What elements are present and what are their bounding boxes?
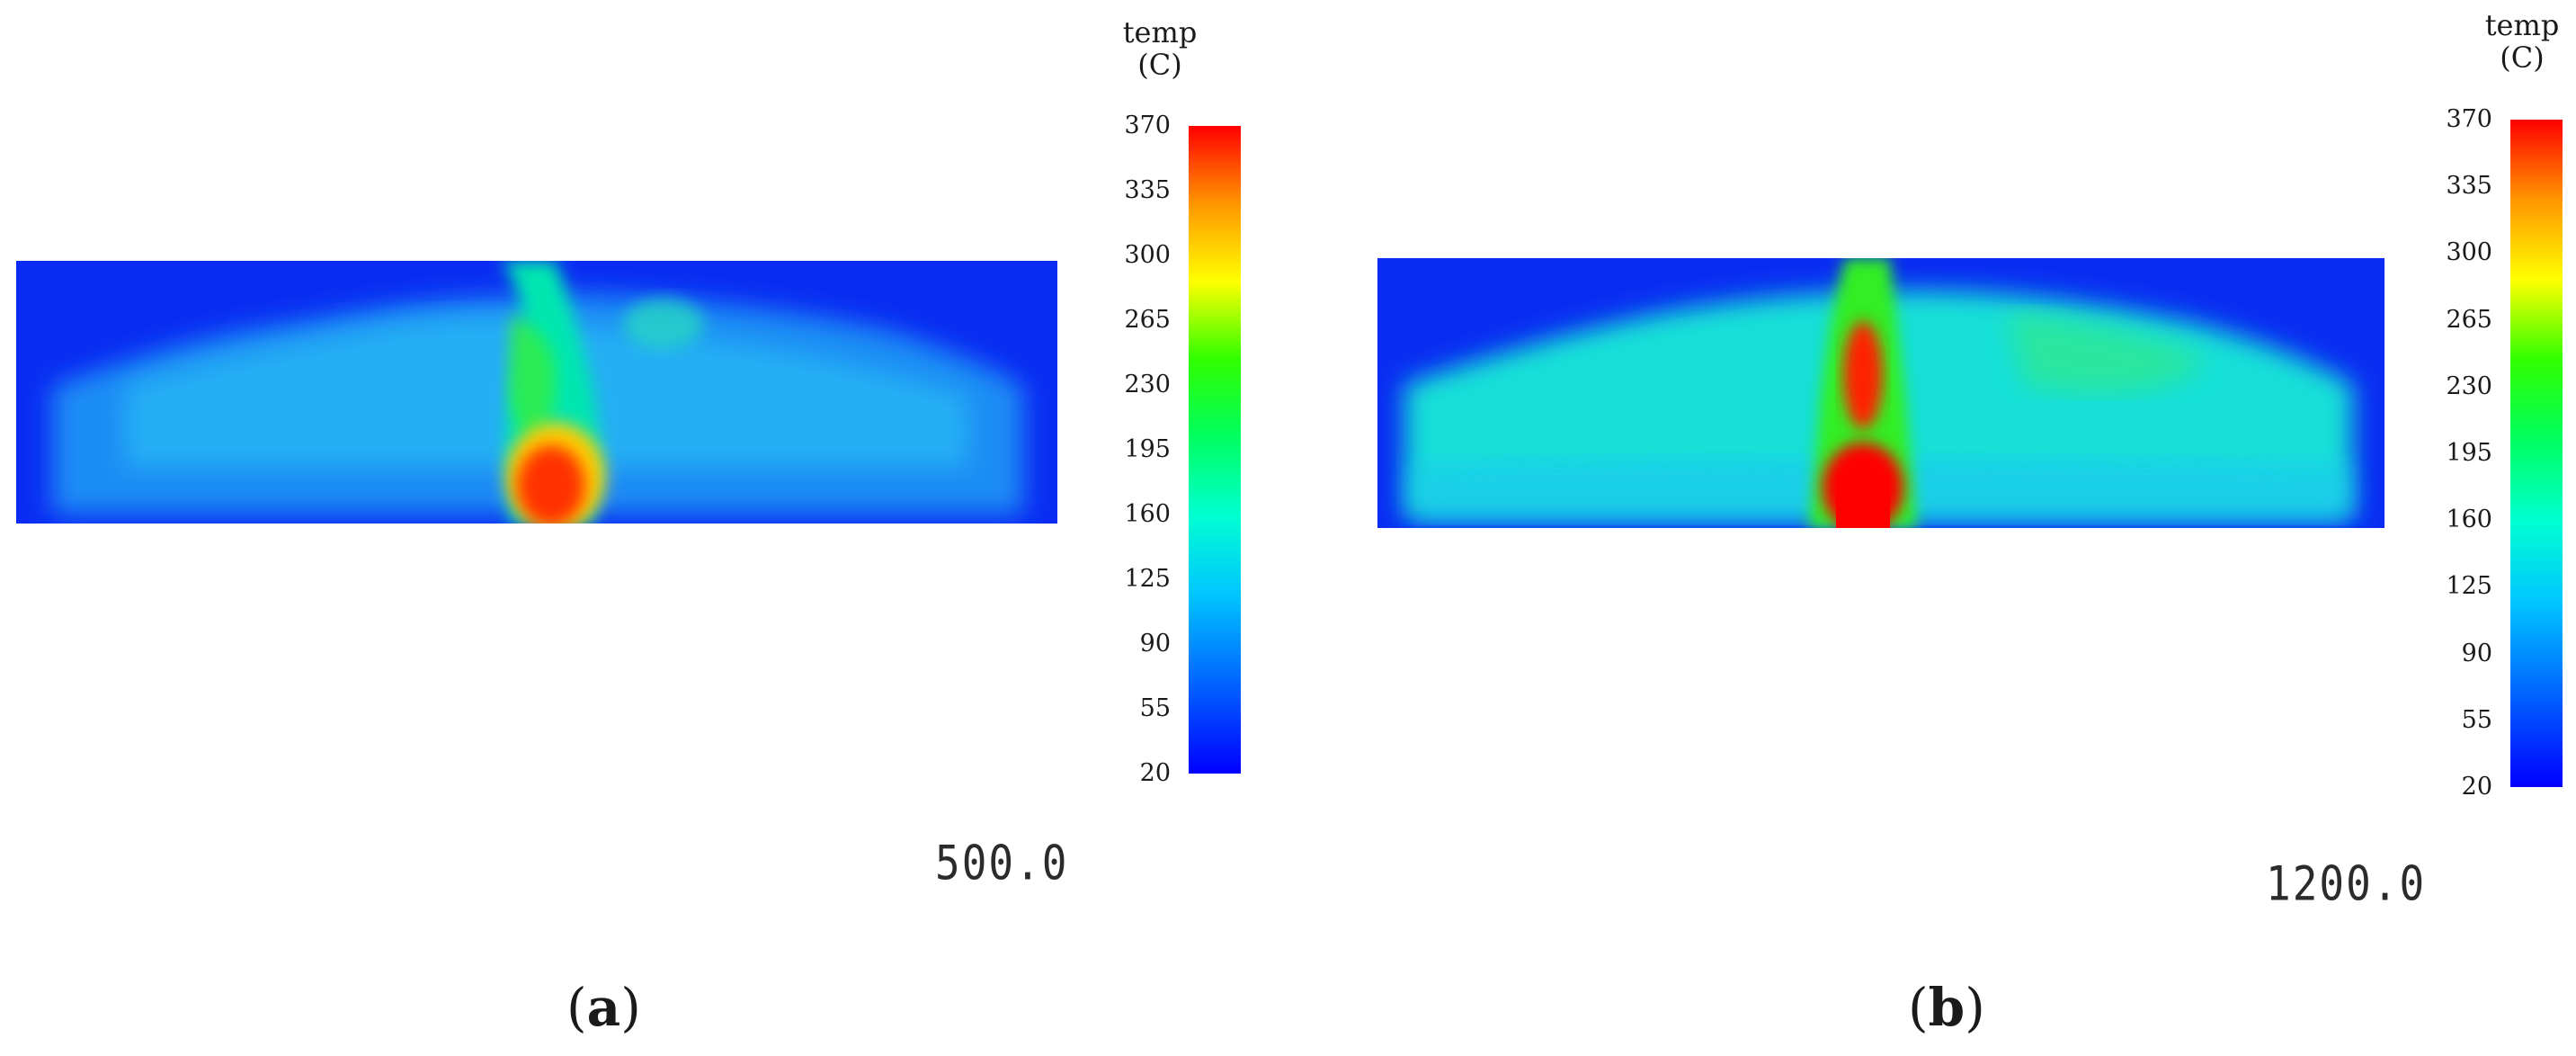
colorbar-tick-label: 20: [1139, 759, 1171, 787]
colorbar-tick-label: 230: [2446, 371, 2492, 400]
caption-letter: a: [586, 977, 621, 1038]
colorbar-tick-label: 160: [2446, 506, 2492, 534]
colorbar-tick-label: 195: [1124, 435, 1171, 463]
colorbar-tick-label: 300: [1124, 241, 1171, 269]
colorbar-title-line2: (C): [2500, 40, 2545, 75]
caption-b: (b): [1908, 977, 1985, 1038]
colorbar-title-line2: (C): [1137, 48, 1182, 82]
time-readout-b: 1200.0: [2266, 855, 2427, 912]
time-readout-a: 500.0: [935, 834, 1069, 891]
colorbar-tick-label: 90: [1139, 630, 1171, 658]
colorbar-tick-label: 370: [2446, 105, 2492, 133]
temperature-field-b: [1377, 258, 2384, 528]
colorbar-a: [1189, 126, 1241, 774]
colorbar-b: [2510, 120, 2563, 787]
colorbar-tick-label: 125: [2446, 572, 2492, 601]
colorbar-tick-label: 335: [2446, 172, 2492, 201]
colorbar-title-line1: temp: [1122, 15, 1198, 49]
caption-letter: b: [1928, 977, 1965, 1038]
colorbar-title-a: temp (C): [1119, 16, 1200, 81]
panel-b: temp (C) 370 335 300 265 230 195 160 125 90 55 20 …: [1288, 0, 2576, 1056]
colorbar-title-line1: temp: [2484, 8, 2560, 42]
colorbar-tick-label: 300: [2446, 238, 2492, 267]
colorbar-tick-label: 195: [2446, 439, 2492, 467]
colorbar-tick-label: 265: [1124, 306, 1171, 334]
colorbar-tick-label: 90: [2461, 639, 2492, 667]
panel-a: temp (C) 370 335 300 265 230 195 160 125 90 55 20 …: [0, 0, 1286, 1056]
colorbar-tick-label: 230: [1124, 371, 1171, 398]
colorbar-tick-label: 335: [1124, 176, 1171, 204]
colorbar-tick-label: 20: [2461, 773, 2492, 801]
temperature-field-a: [16, 261, 1057, 524]
colorbar-title-b: temp (C): [2482, 9, 2563, 74]
colorbar-tick-label: 55: [1139, 694, 1171, 722]
colorbar-tick-label: 125: [1124, 565, 1171, 593]
colorbar-tick-label: 370: [1124, 112, 1171, 139]
colorbar-tick-label: 55: [2461, 705, 2492, 734]
colorbar-tick-label: 265: [2446, 305, 2492, 334]
caption-a: (a): [566, 977, 641, 1038]
colorbar-tick-label: 160: [1124, 500, 1171, 528]
